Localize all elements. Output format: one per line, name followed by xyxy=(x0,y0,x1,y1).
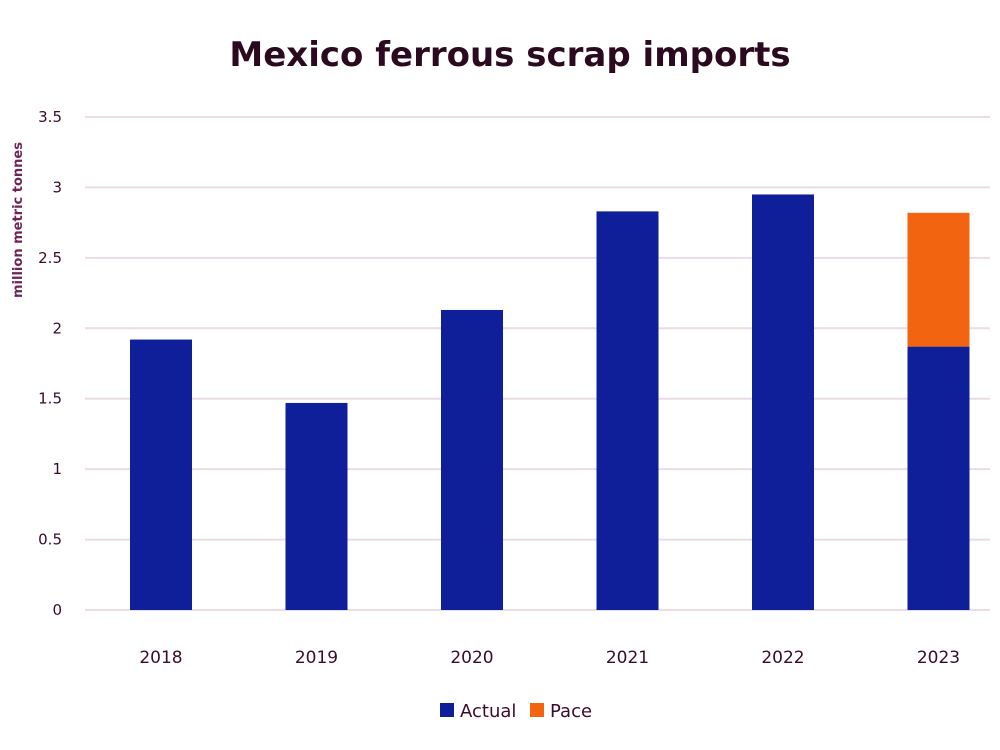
y-tick-label: 0 xyxy=(52,601,62,619)
x-tick-label: 2021 xyxy=(606,648,649,668)
y-tick-label: 3.5 xyxy=(38,108,62,126)
legend-label-pace: Pace xyxy=(550,701,592,722)
y-tick-label: 0.5 xyxy=(38,531,62,549)
bar-actual-2019 xyxy=(285,402,348,610)
x-tick-label: 2022 xyxy=(761,648,804,668)
legend-label-actual: Actual xyxy=(460,701,516,722)
y-axis-ticks: 0 0.5 1 1.5 2 2.5 3 3.5 xyxy=(38,108,62,619)
legend-swatch-actual xyxy=(440,703,454,717)
chart-title: Mexico ferrous scrap imports xyxy=(229,35,790,75)
bar-actual-2018 xyxy=(130,339,192,610)
x-axis-ticks: 2018 2019 2020 2021 2022 2023 xyxy=(139,648,960,668)
legend: Actual Pace xyxy=(440,701,592,722)
y-tick-label: 1.5 xyxy=(38,390,62,408)
x-tick-label: 2018 xyxy=(139,648,182,668)
x-tick-label: 2023 xyxy=(917,648,960,668)
y-tick-label: 2 xyxy=(52,319,62,337)
x-tick-label: 2020 xyxy=(450,648,493,668)
bar-actual-2022 xyxy=(752,194,814,610)
grid-lines xyxy=(85,116,990,611)
bars xyxy=(130,194,970,611)
y-tick-label: 3 xyxy=(52,178,62,196)
x-tick-label: 2019 xyxy=(295,648,338,668)
y-tick-label: 2.5 xyxy=(38,249,62,267)
y-axis-label: million metric tonnes xyxy=(11,142,26,298)
bar-pace-2023 xyxy=(907,212,970,347)
legend-swatch-pace xyxy=(530,703,544,717)
y-tick-label: 1 xyxy=(52,460,62,478)
bar-actual-2023 xyxy=(907,346,970,610)
bar-actual-2020 xyxy=(441,309,503,610)
bar-actual-2021 xyxy=(596,211,659,611)
